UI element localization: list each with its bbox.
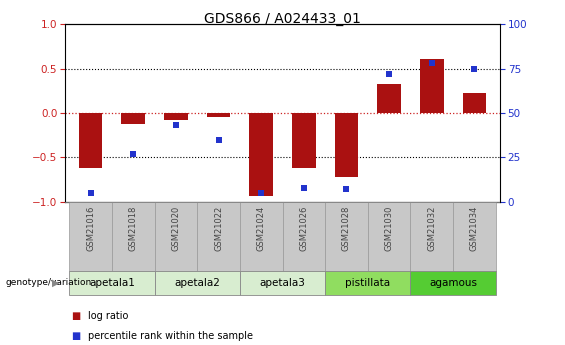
Bar [155, 271, 240, 295]
Bar [207, 113, 231, 117]
Point [214, 137, 223, 142]
Text: pistillata: pistillata [345, 278, 390, 288]
Text: apetala3: apetala3 [259, 278, 306, 288]
Text: percentile rank within the sample: percentile rank within the sample [88, 332, 253, 341]
Text: GSM21018: GSM21018 [129, 205, 138, 251]
Point [427, 60, 436, 66]
Text: GSM21020: GSM21020 [171, 205, 180, 250]
Text: GSM21028: GSM21028 [342, 205, 351, 251]
Bar [292, 113, 316, 168]
Text: GDS866 / A024433_01: GDS866 / A024433_01 [204, 12, 361, 26]
Text: GSM21032: GSM21032 [427, 205, 436, 251]
Bar [420, 59, 444, 113]
Text: GSM21034: GSM21034 [470, 205, 479, 251]
Point [129, 151, 138, 157]
Bar [240, 202, 282, 271]
Text: ■: ■ [71, 311, 80, 321]
Bar [463, 93, 486, 113]
Text: agamous: agamous [429, 278, 477, 288]
Text: genotype/variation: genotype/variation [6, 278, 92, 287]
Bar [197, 202, 240, 271]
Bar [368, 202, 410, 271]
Bar [377, 84, 401, 113]
Bar [155, 202, 197, 271]
Point [342, 187, 351, 192]
Text: GSM21016: GSM21016 [86, 205, 95, 251]
Bar [112, 202, 155, 271]
Point [299, 185, 308, 190]
Bar [121, 113, 145, 124]
Bar [164, 113, 188, 120]
Text: apetala2: apetala2 [174, 278, 220, 288]
Text: GSM21026: GSM21026 [299, 205, 308, 251]
Point [257, 190, 266, 196]
Text: ■: ■ [71, 332, 80, 341]
Text: GSM21024: GSM21024 [257, 205, 266, 250]
Bar [334, 113, 358, 177]
Bar [325, 202, 368, 271]
Bar [410, 202, 453, 271]
Bar [249, 113, 273, 196]
Bar [69, 271, 155, 295]
Text: GSM21022: GSM21022 [214, 205, 223, 250]
Point [470, 66, 479, 71]
Text: GSM21030: GSM21030 [385, 205, 394, 251]
Bar [240, 271, 325, 295]
Text: ▶: ▶ [52, 278, 59, 288]
Text: log ratio: log ratio [88, 311, 128, 321]
Bar [453, 202, 496, 271]
Bar [79, 113, 102, 168]
Point [86, 190, 95, 196]
Bar [325, 271, 410, 295]
Text: apetala1: apetala1 [89, 278, 135, 288]
Bar [410, 271, 496, 295]
Bar [282, 202, 325, 271]
Point [385, 71, 394, 77]
Point [171, 123, 180, 128]
Bar [69, 202, 112, 271]
